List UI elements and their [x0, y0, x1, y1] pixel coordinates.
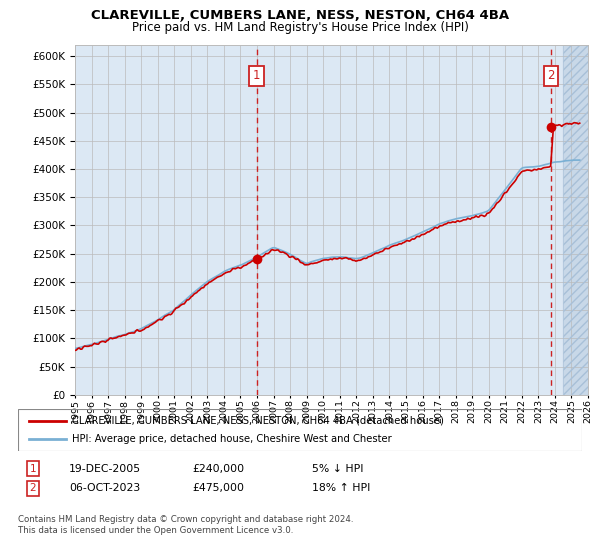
Text: 18% ↑ HPI: 18% ↑ HPI [312, 483, 370, 493]
Text: Price paid vs. HM Land Registry's House Price Index (HPI): Price paid vs. HM Land Registry's House … [131, 21, 469, 34]
Text: 5% ↓ HPI: 5% ↓ HPI [312, 464, 364, 474]
Text: £475,000: £475,000 [192, 483, 244, 493]
Text: 1: 1 [253, 69, 260, 82]
Text: 1: 1 [29, 464, 37, 474]
Bar [563, 45, 588, 395]
Text: 06-OCT-2023: 06-OCT-2023 [69, 483, 140, 493]
Text: HPI: Average price, detached house, Cheshire West and Chester: HPI: Average price, detached house, Ches… [71, 434, 391, 444]
Text: CLAREVILLE, CUMBERS LANE, NESS, NESTON, CH64 4BA (detached house): CLAREVILLE, CUMBERS LANE, NESS, NESTON, … [71, 416, 443, 426]
Text: This data is licensed under the Open Government Licence v3.0.: This data is licensed under the Open Gov… [18, 526, 293, 535]
Text: £240,000: £240,000 [192, 464, 244, 474]
Text: 19-DEC-2005: 19-DEC-2005 [69, 464, 141, 474]
Text: 2: 2 [547, 69, 555, 82]
Text: 2: 2 [29, 483, 37, 493]
Text: CLAREVILLE, CUMBERS LANE, NESS, NESTON, CH64 4BA: CLAREVILLE, CUMBERS LANE, NESS, NESTON, … [91, 9, 509, 22]
Text: Contains HM Land Registry data © Crown copyright and database right 2024.: Contains HM Land Registry data © Crown c… [18, 515, 353, 524]
Bar [563, 45, 588, 395]
